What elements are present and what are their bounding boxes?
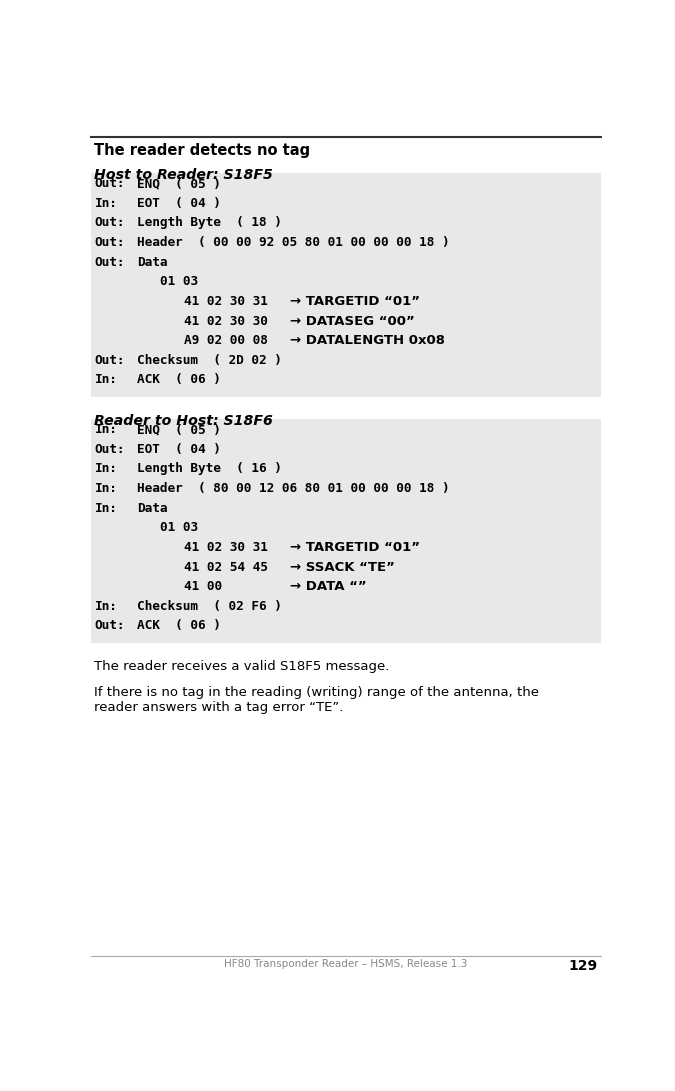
Text: If there is no tag in the reading (writing) range of the antenna, the
reader ans: If there is no tag in the reading (writi… [95,686,539,715]
Text: The reader receives a valid S18F5 message.: The reader receives a valid S18F5 messag… [95,660,390,673]
Text: ACK  ( 06 ): ACK ( 06 ) [137,620,221,633]
Text: Length Byte  ( 16 ): Length Byte ( 16 ) [137,463,282,476]
Text: Data: Data [137,255,167,268]
Text: 41 00: 41 00 [184,580,221,594]
Text: Out:: Out: [95,620,125,633]
Text: 41 02 54 45: 41 02 54 45 [184,561,267,574]
Text: Out:: Out: [95,177,125,190]
Text: ACK  ( 06 ): ACK ( 06 ) [137,373,221,386]
Text: → TARGETID “01”: → TARGETID “01” [290,541,420,554]
Text: Data: Data [137,502,167,515]
Text: Out:: Out: [95,255,125,268]
Text: Reader to Host: S18F6: Reader to Host: S18F6 [95,413,273,428]
Text: In:: In: [95,423,117,436]
Bar [90,172,601,397]
Text: In:: In: [95,600,117,613]
Text: In:: In: [95,373,117,386]
Text: HF80 Transponder Reader – HSMS, Release 1.3: HF80 Transponder Reader – HSMS, Release … [224,959,468,969]
Text: A9 02 00 08: A9 02 00 08 [184,334,267,347]
Text: 41 02 30 31: 41 02 30 31 [184,295,267,308]
Text: → DATALENGTH 0x08: → DATALENGTH 0x08 [290,334,445,347]
Text: ENQ  ( 05 ): ENQ ( 05 ) [137,177,221,190]
Text: Out:: Out: [95,236,125,249]
Text: In:: In: [95,482,117,495]
Text: 41 02 30 30: 41 02 30 30 [184,314,267,327]
Text: In:: In: [95,463,117,476]
Bar [90,419,601,643]
Text: → DATASEG “00”: → DATASEG “00” [290,314,414,327]
Text: The reader detects no tag: The reader detects no tag [95,143,310,158]
Text: Checksum  ( 02 F6 ): Checksum ( 02 F6 ) [137,600,282,613]
Text: → SSACK “TE”: → SSACK “TE” [290,561,395,574]
Text: 41 02 30 31: 41 02 30 31 [184,541,267,554]
Text: 01 03: 01 03 [161,521,198,535]
Text: In:: In: [95,502,117,515]
Text: 01 03: 01 03 [161,275,198,288]
Text: EOT  ( 04 ): EOT ( 04 ) [137,443,221,456]
Text: Out:: Out: [95,443,125,456]
Text: EOT  ( 04 ): EOT ( 04 ) [137,196,221,209]
Text: In:: In: [95,196,117,209]
Text: ENQ  ( 05 ): ENQ ( 05 ) [137,423,221,436]
Text: Header  ( 80 00 12 06 80 01 00 00 00 18 ): Header ( 80 00 12 06 80 01 00 00 00 18 ) [137,482,450,495]
Text: Out:: Out: [95,353,125,367]
Text: 129: 129 [568,959,597,973]
Text: Checksum  ( 2D 02 ): Checksum ( 2D 02 ) [137,353,282,367]
Text: Out:: Out: [95,216,125,229]
Text: Header  ( 00 00 92 05 80 01 00 00 00 18 ): Header ( 00 00 92 05 80 01 00 00 00 18 ) [137,236,450,249]
Text: Length Byte  ( 18 ): Length Byte ( 18 ) [137,216,282,229]
Text: → TARGETID “01”: → TARGETID “01” [290,295,420,308]
Text: Host to Reader: S18F5: Host to Reader: S18F5 [95,168,273,182]
Text: → DATA “”: → DATA “” [290,580,367,594]
